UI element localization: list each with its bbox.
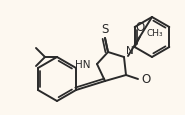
Text: S: S [101,23,109,36]
Text: HN: HN [75,59,90,69]
Text: N: N [126,46,134,56]
Text: O: O [135,21,144,34]
Text: O: O [141,73,150,86]
Text: CH₃: CH₃ [147,29,163,38]
